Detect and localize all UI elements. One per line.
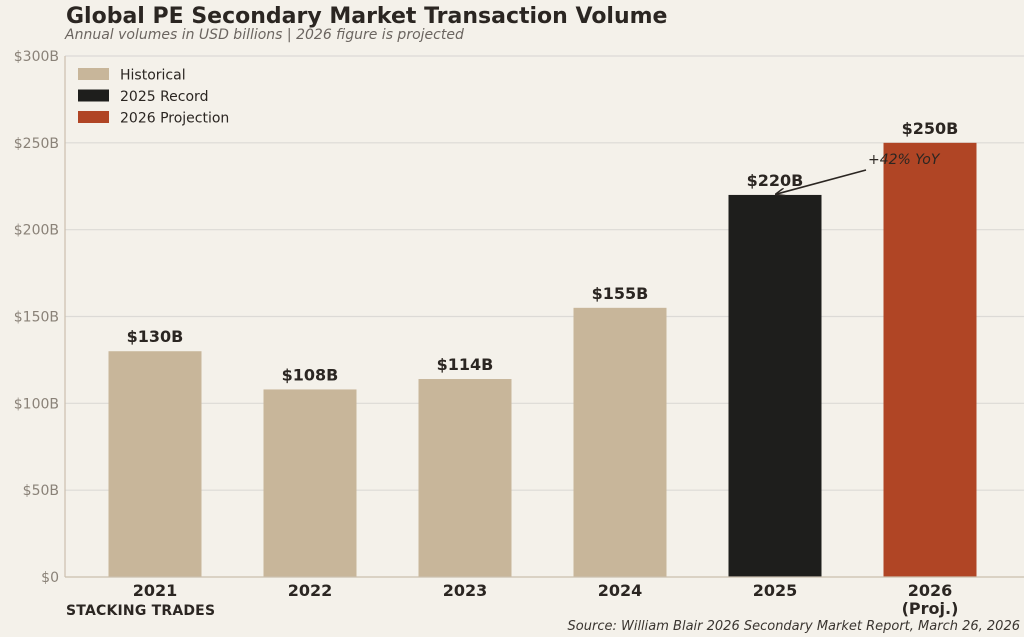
y-tick-label: $0 bbox=[41, 570, 59, 586]
data-label: $108B bbox=[282, 365, 339, 384]
data-label: $130B bbox=[127, 327, 184, 346]
y-tick-label: $50B bbox=[23, 483, 59, 499]
x-tick-label: 2025 bbox=[753, 581, 798, 600]
x-tick-label: 2024 bbox=[598, 581, 643, 600]
y-tick-label: $100B bbox=[14, 396, 59, 412]
legend-label: Historical bbox=[120, 68, 186, 84]
bars bbox=[108, 142, 977, 578]
data-label: $155B bbox=[592, 284, 649, 303]
y-axis-ticks: $0 $50B $100B $150B $200B $250B $300B bbox=[14, 49, 59, 586]
bar-2022 bbox=[263, 389, 357, 577]
y-tick-label: $200B bbox=[14, 223, 59, 239]
gridlines bbox=[65, 55, 1024, 491]
annotations: +42% YoY bbox=[777, 152, 941, 194]
legend-label: 2026 Projection bbox=[120, 111, 229, 127]
data-label: $250B bbox=[902, 119, 959, 138]
x-tick-label: 2023 bbox=[443, 581, 488, 600]
bar-2025 bbox=[728, 194, 822, 577]
y-tick-label: $300B bbox=[14, 49, 59, 65]
y-tick-label: $250B bbox=[14, 136, 59, 152]
chart-subtitle: Annual volumes in USD billions | 2026 fi… bbox=[65, 27, 464, 43]
source-note: Source: William Blair 2026 Secondary Mar… bbox=[567, 619, 1020, 634]
axes bbox=[64, 56, 1024, 578]
x-tick-label: 2022 bbox=[288, 581, 333, 600]
x-tick-label: 2021 bbox=[133, 581, 178, 600]
legend-label: 2025 Record bbox=[120, 89, 208, 105]
x-tick-label: (Proj.) bbox=[902, 599, 959, 618]
data-label: $114B bbox=[437, 355, 494, 374]
bar-2023 bbox=[418, 379, 512, 577]
data-labels: $130B $108B $114B $155B $220B $250B bbox=[127, 119, 959, 385]
legend: Historical 2025 Record 2026 Projection bbox=[78, 68, 229, 127]
bar-2026 bbox=[883, 142, 977, 578]
y-tick-label: $150B bbox=[14, 310, 59, 326]
bar-2024 bbox=[573, 307, 667, 577]
bar-2021 bbox=[108, 351, 202, 577]
legend-swatch bbox=[78, 89, 109, 102]
x-axis-ticks: 2021 2022 2023 2024 2025 2026(Proj.) bbox=[133, 581, 959, 618]
annotation-text: +42% YoY bbox=[868, 152, 941, 168]
data-label: $220B bbox=[747, 171, 804, 190]
legend-swatch bbox=[78, 111, 109, 123]
x-tick-label: 2026 bbox=[908, 581, 953, 600]
footer-brand-label: STACKING TRADES bbox=[66, 603, 216, 619]
chart-title: Global PE Secondary Market Transaction V… bbox=[66, 4, 668, 29]
annotation-arrow bbox=[777, 169, 867, 194]
legend-swatch bbox=[78, 68, 109, 80]
